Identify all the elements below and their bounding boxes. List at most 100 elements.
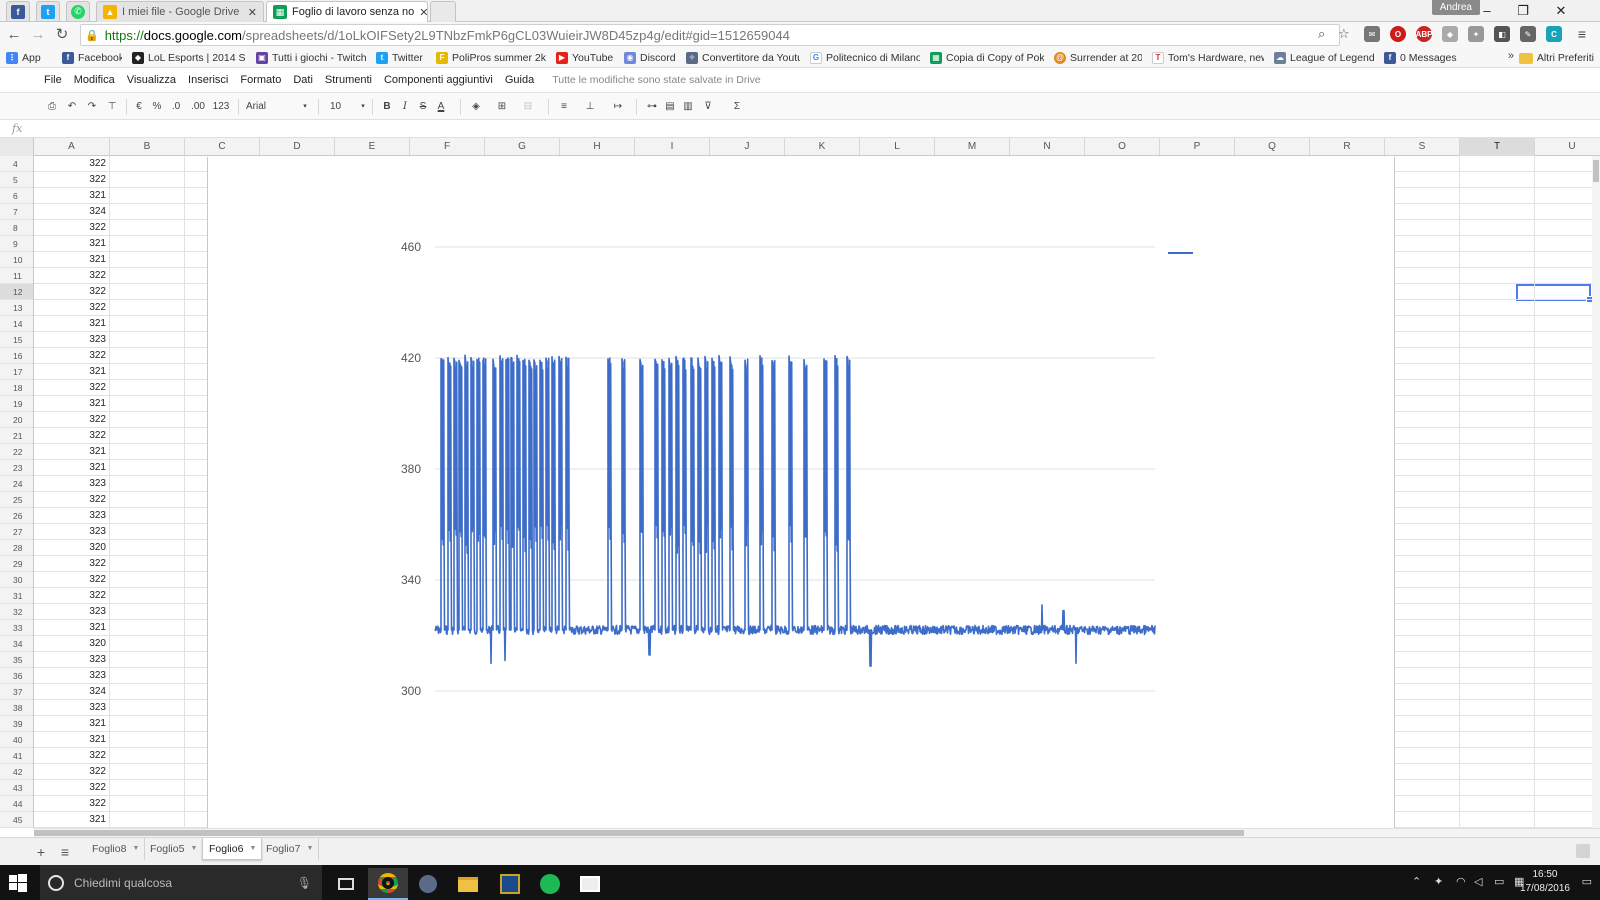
undo-icon[interactable]: ↶ xyxy=(67,101,77,112)
volume-icon[interactable]: ◁ xyxy=(1474,876,1483,888)
bookmark-league-of-legends[interactable]: ☁ League of Legends xyxy=(1274,51,1374,64)
task-view-icon[interactable] xyxy=(326,868,366,900)
row-header[interactable]: 25 xyxy=(0,492,33,508)
menu-guida[interactable]: Guida xyxy=(504,74,535,86)
row-header[interactable]: 39 xyxy=(0,716,33,732)
other-bookmarks-folder[interactable]: Altri Preferiti xyxy=(1518,48,1594,68)
column-header-g[interactable]: G xyxy=(485,138,560,156)
column-header-n[interactable]: N xyxy=(1010,138,1085,156)
column-header-j[interactable]: J xyxy=(710,138,785,156)
row-header[interactable]: 11 xyxy=(0,268,33,284)
column-header-u[interactable]: U xyxy=(1535,138,1600,156)
menu-formato[interactable]: Formato xyxy=(240,74,282,86)
column-header-d[interactable]: D xyxy=(260,138,335,156)
photos-icon[interactable] xyxy=(570,868,610,900)
text-color-button[interactable]: A xyxy=(437,101,445,112)
cell-a-value[interactable]: 321 xyxy=(89,318,106,329)
italic-button[interactable]: I xyxy=(403,101,407,112)
bookmark-twitch[interactable]: ▣ Tutti i giochi - Twitch xyxy=(256,51,366,64)
insert-comment-icon[interactable]: ▤ xyxy=(665,101,675,112)
row-header[interactable]: 21 xyxy=(0,428,33,444)
insert-chart-icon[interactable]: ▥ xyxy=(683,101,693,112)
add-sheet-button[interactable]: + xyxy=(36,844,46,860)
notifications-icon[interactable]: ▭ xyxy=(1581,876,1592,888)
bookmark-twitter[interactable]: t Twitter xyxy=(376,51,426,64)
cell-a-value[interactable]: 323 xyxy=(89,526,106,537)
cell-a-value[interactable]: 322 xyxy=(89,158,106,169)
menu-componenti-aggiuntivi[interactable]: Componenti aggiuntivi xyxy=(383,74,493,86)
formula-bar[interactable]: fx xyxy=(0,120,1600,138)
pinned-tab-twitter[interactable]: t xyxy=(36,1,60,21)
font-size-select[interactable]: 10 xyxy=(330,101,342,112)
pinned-tab-facebook[interactable]: f xyxy=(6,1,30,21)
cell-a-value[interactable]: 322 xyxy=(89,270,106,281)
row-header[interactable]: 38 xyxy=(0,700,33,716)
wifi-icon[interactable]: ◠ xyxy=(1456,876,1466,888)
row-header[interactable]: 30 xyxy=(0,572,33,588)
cell-a-value[interactable]: 323 xyxy=(89,654,106,665)
functions-button[interactable]: Σ xyxy=(733,101,741,112)
row-header[interactable]: 6 xyxy=(0,188,33,204)
row-header[interactable]: 5 xyxy=(0,172,33,188)
chevron-down-icon[interactable]: ▾ xyxy=(303,103,307,110)
close-tab-icon[interactable]: ✕ xyxy=(247,6,257,19)
column-header-k[interactable]: K xyxy=(785,138,860,156)
row-header[interactable]: 18 xyxy=(0,380,33,396)
row-header[interactable]: 40 xyxy=(0,732,33,748)
chrome-taskbar-icon[interactable] xyxy=(368,868,408,900)
cortana-search-box[interactable]: Chiedimi qualcosa 🎙 xyxy=(40,865,322,900)
minimize-icon[interactable]: – xyxy=(1483,3,1491,18)
row-header[interactable]: 24 xyxy=(0,476,33,492)
row-header[interactable]: 20 xyxy=(0,412,33,428)
cell-a-value[interactable]: 320 xyxy=(89,638,106,649)
row-header[interactable]: 22 xyxy=(0,444,33,460)
app-taskbar-icon[interactable] xyxy=(408,868,448,900)
font-family-select[interactable]: Arial xyxy=(246,101,267,112)
menu-visualizza[interactable]: Visualizza xyxy=(126,74,177,86)
cell-a-value[interactable]: 322 xyxy=(89,558,106,569)
menu-dati[interactable]: Dati xyxy=(293,74,313,86)
bookmark-youtube-converter[interactable]: ✧ Convertitore da Youtu xyxy=(686,51,800,64)
bookmark-polipros[interactable]: F PoliPros summer 2k1( xyxy=(436,51,546,64)
row-header[interactable]: 27 xyxy=(0,524,33,540)
vertical-align-icon[interactable]: ⊥ xyxy=(585,101,595,112)
row-header[interactable]: 43 xyxy=(0,780,33,796)
row-header[interactable]: 4 xyxy=(0,156,33,172)
row-header[interactable]: 34 xyxy=(0,636,33,652)
row-header[interactable]: 36 xyxy=(0,668,33,684)
cell-a-value[interactable]: 323 xyxy=(89,606,106,617)
column-header-q[interactable]: Q xyxy=(1235,138,1310,156)
decrease-decimal-button[interactable]: .0 xyxy=(171,101,181,112)
cell-a-value[interactable]: 321 xyxy=(89,718,106,729)
zoom-icon[interactable]: ⌕ xyxy=(1318,26,1326,41)
row-header[interactable]: 41 xyxy=(0,748,33,764)
chevron-down-icon[interactable]: ▼ xyxy=(249,845,257,852)
bookmark-copy-of-pok[interactable]: ▦ Copia di Copy of Pok xyxy=(930,51,1044,64)
cell-a-value[interactable]: 322 xyxy=(89,430,106,441)
row-header[interactable]: 8 xyxy=(0,220,33,236)
cell-a-value[interactable]: 323 xyxy=(89,702,106,713)
gmail-extension-icon[interactable]: ✉ xyxy=(1364,26,1380,42)
row-header[interactable]: 23 xyxy=(0,460,33,476)
row-header[interactable]: 16 xyxy=(0,348,33,364)
cell-a-value[interactable]: 323 xyxy=(89,334,106,345)
tab-spreadsheet[interactable]: ▦ Foglio di lavoro senza no ✕ xyxy=(266,1,428,22)
row-header[interactable]: 32 xyxy=(0,604,33,620)
strikethrough-button[interactable]: S xyxy=(419,101,427,112)
keyboard-icon[interactable]: ▦ xyxy=(1514,876,1525,888)
cell-a-value[interactable]: 322 xyxy=(89,494,106,505)
scroll-thumb[interactable] xyxy=(1593,160,1599,182)
menu-modifica[interactable]: Modifica xyxy=(73,74,115,86)
row-header[interactable]: 13 xyxy=(0,300,33,316)
row-header[interactable]: 15 xyxy=(0,332,33,348)
cell-a-value[interactable]: 321 xyxy=(89,238,106,249)
horizontal-scrollbar[interactable] xyxy=(34,828,1600,837)
column-header-a[interactable]: A xyxy=(34,138,110,156)
cell-a-value[interactable]: 321 xyxy=(89,190,106,201)
column-header-h[interactable]: H xyxy=(560,138,635,156)
cell-a-value[interactable]: 321 xyxy=(89,462,106,473)
sheet-tab-foglio5[interactable]: Foglio5 ▼ xyxy=(144,838,204,860)
text-wrap-icon[interactable]: ↦ xyxy=(613,101,623,112)
column-header-r[interactable]: R xyxy=(1310,138,1385,156)
increase-decimal-button[interactable]: .00 xyxy=(191,101,205,112)
